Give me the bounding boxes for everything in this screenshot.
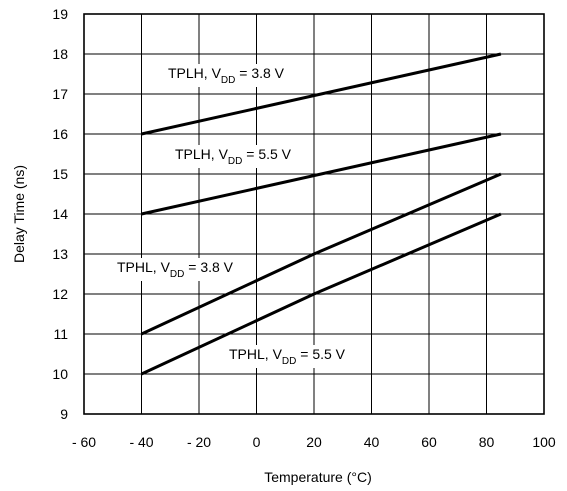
series-label: TPHL, VDD = 3.8 V: [117, 259, 234, 280]
y-tick-label: 12: [52, 286, 68, 302]
y-axis-ticks: 9 10 11 12 13 14 15 16 17 18 19: [52, 6, 68, 422]
x-tick-label: 40: [364, 434, 380, 450]
series-lines: [140, 52, 502, 376]
x-tick-label: 100: [532, 434, 556, 450]
x-tick-label: - 20: [187, 434, 211, 450]
y-tick-label: 18: [52, 46, 68, 62]
x-tick-label: 20: [306, 434, 322, 450]
series-line: [141, 52, 502, 136]
y-axis-label: Delay Time (ns): [11, 165, 27, 263]
series-label-background: [173, 145, 294, 168]
series-line: [141, 132, 502, 216]
series-label-background: [115, 258, 236, 281]
x-tick-label: - 40: [129, 434, 153, 450]
grid: [84, 14, 544, 414]
x-tick-label: 60: [421, 434, 437, 450]
series-line: [140, 212, 502, 376]
y-tick-label: 15: [52, 166, 68, 182]
y-tick-label: 16: [52, 126, 68, 142]
plot-frame: [83, 13, 545, 415]
series-line: [140, 172, 502, 336]
series-label-background: [166, 64, 287, 87]
series-label: TPLH, VDD = 3.8 V: [168, 65, 285, 86]
y-tick-label: 10: [52, 366, 68, 382]
series-label-background: [227, 345, 348, 368]
series-label: TPLH, VDD = 5.5 V: [175, 146, 292, 167]
x-tick-label: 0: [253, 434, 261, 450]
series-labels: TPLH, VDD = 3.8 V TPLH, VDD = 5.5 V TPHL, …: [115, 64, 348, 368]
y-tick-label: 13: [52, 246, 68, 262]
x-tick-label: - 60: [72, 434, 96, 450]
x-tick-label: 80: [479, 434, 495, 450]
y-tick-label: 17: [52, 86, 68, 102]
y-tick-label: 11: [53, 326, 68, 342]
y-tick-label: 19: [52, 6, 68, 22]
x-axis-ticks: - 60 - 40 - 20 0 20 40 60 80 100: [72, 434, 556, 450]
series-label: TPHL, VDD = 5.5 V: [229, 346, 346, 367]
x-axis-label: Temperature (°C): [264, 469, 372, 485]
y-tick-label: 9: [60, 406, 68, 422]
y-tick-label: 14: [52, 206, 68, 222]
